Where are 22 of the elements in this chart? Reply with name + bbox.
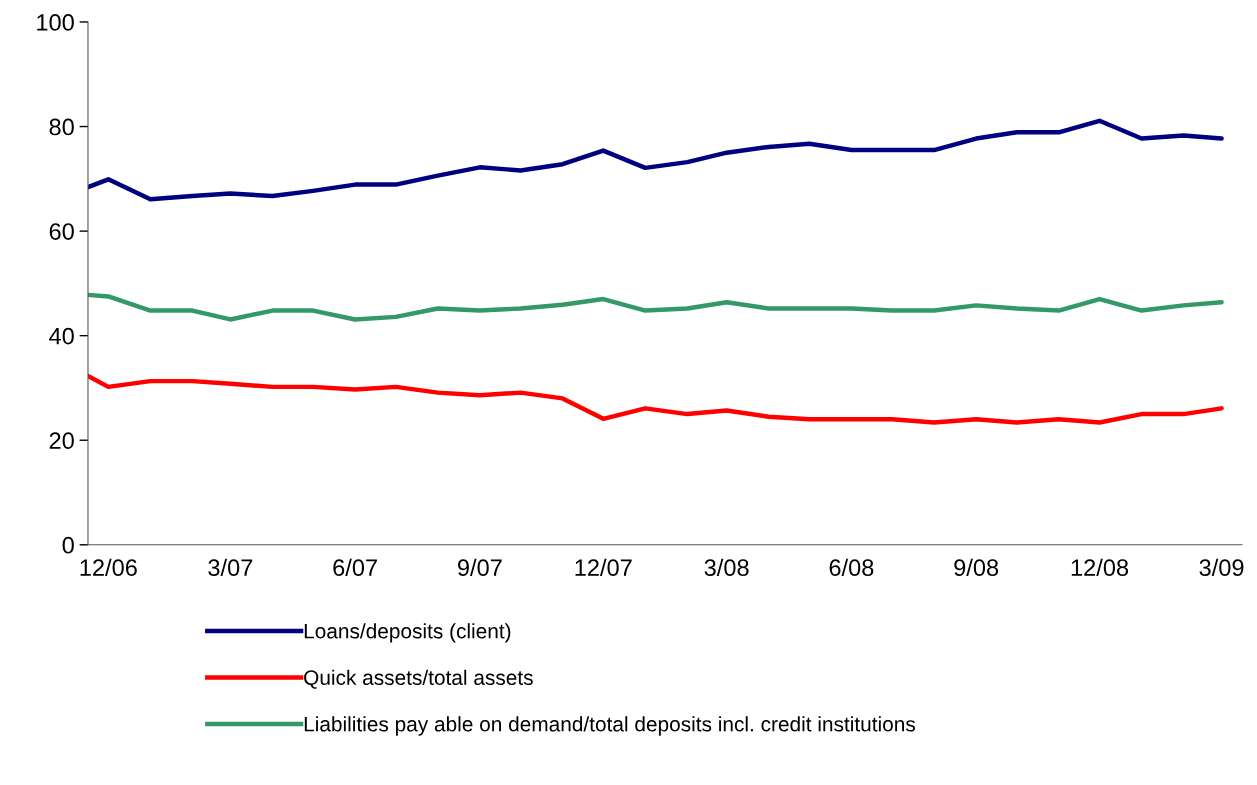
legend-label: Liabilities pay able on demand/total deposits incl. credit institutions — [304, 716, 915, 736]
legend-label: Loans/deposits (client) — [304, 623, 511, 643]
x-tick-label: 3/08 — [704, 558, 749, 577]
x-tick-label: 9/08 — [954, 558, 999, 577]
x-tick-label: 9/07 — [458, 558, 502, 577]
y-tick-label: 40 — [49, 327, 74, 345]
legend-label: Quick assets/total assets — [304, 669, 533, 689]
x-tick-label: 3/07 — [208, 558, 253, 577]
y-tick-label: 100 — [37, 14, 74, 31]
x-tick-label: 6/08 — [829, 558, 874, 577]
x-tick-label: 3/09 — [1199, 558, 1244, 577]
x-tick-label: 6/07 — [333, 558, 377, 577]
line-series — [87, 118, 1224, 202]
y-tick-label: 20 — [49, 432, 74, 450]
y-tick-label: 80 — [49, 118, 74, 136]
x-tick-label: 12/06 — [80, 558, 137, 577]
x-tick-label: 12/08 — [1071, 558, 1129, 577]
line-series — [87, 373, 1224, 425]
line-series — [87, 292, 1224, 322]
y-tick-label: 0 — [62, 536, 74, 554]
y-tick-label: 60 — [49, 223, 74, 240]
x-tick-label: 12/07 — [575, 558, 632, 577]
